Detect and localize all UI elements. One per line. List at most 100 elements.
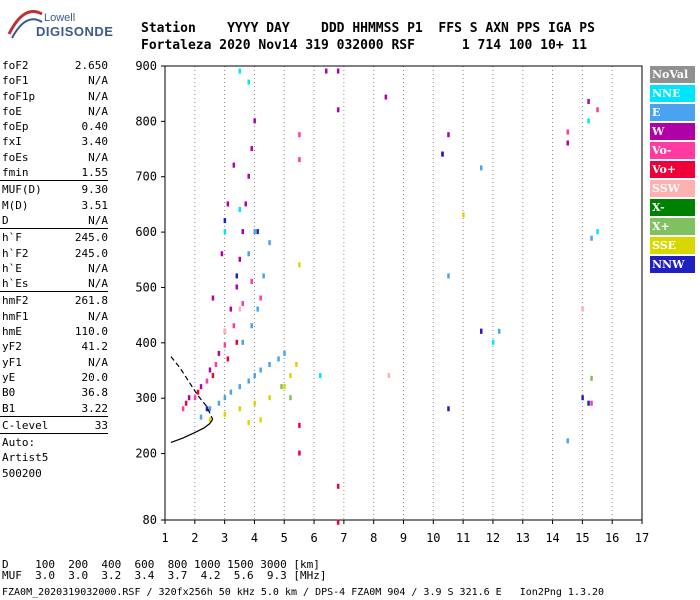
- echo-point: [235, 273, 239, 279]
- echo-point: [181, 406, 185, 412]
- echo-point: [462, 212, 465, 218]
- param-row: C-level 33: [0, 418, 112, 433]
- param-key: yF1: [2, 355, 22, 369]
- echo-point: [238, 68, 242, 74]
- param-row: h`Es N/A: [0, 276, 112, 291]
- header-labels: Station YYYY DAY DDD HHMMSS P1 FFS S AXN…: [141, 21, 595, 36]
- param-key: hmF1: [2, 309, 29, 323]
- echo-point: [232, 162, 236, 168]
- echo-point: [447, 406, 450, 412]
- echo-point: [596, 107, 599, 113]
- param-value: 3.22: [81, 401, 109, 415]
- echo-point: [253, 118, 256, 124]
- legend-item-w: W: [650, 123, 695, 140]
- echo-point: [205, 406, 209, 412]
- param-value: N/A: [88, 309, 108, 323]
- echo-point: [268, 361, 271, 367]
- echo-point: [184, 400, 188, 406]
- echo-point: [241, 301, 245, 307]
- echo-point: [196, 389, 200, 395]
- echo-point: [229, 389, 233, 395]
- muf-row: MUF 3.0 3.0 3.2 3.4 3.7 4.2 5.6 9.3 [MHz…: [2, 569, 327, 582]
- echo-point: [253, 400, 256, 406]
- echo-point: [259, 295, 262, 301]
- param-row: foF1p N/A: [0, 89, 112, 104]
- echo-point: [262, 273, 265, 279]
- param-value: 261.8: [74, 294, 108, 308]
- param-separator: [0, 291, 108, 293]
- param-separator: [0, 180, 108, 182]
- legend-item-x-: X+: [650, 218, 695, 235]
- logo-lowell-text: Lowell: [44, 12, 76, 24]
- y-tick-label: 300: [135, 391, 157, 405]
- x-tick-label: 8: [370, 531, 377, 545]
- param-value: 245.0: [74, 246, 108, 260]
- legend-item-ssw: SSW: [650, 180, 695, 197]
- param-row: fmin 1.55: [0, 165, 112, 180]
- x-tick-label: 9: [400, 531, 407, 545]
- echo-point: [566, 140, 569, 146]
- y-tick-label: 400: [135, 336, 157, 350]
- echo-point: [226, 201, 230, 207]
- echo-point: [298, 262, 301, 268]
- echo-point: [223, 395, 227, 401]
- param-value: N/A: [88, 150, 108, 164]
- echo-point: [319, 373, 322, 379]
- param-value: N/A: [88, 104, 108, 118]
- param-value: 0.40: [81, 120, 109, 134]
- param-value: 20.0: [81, 370, 109, 384]
- echo-point: [566, 129, 569, 135]
- echo-point: [268, 395, 271, 401]
- echo-point: [247, 173, 250, 179]
- distance-row: D 100 200 400 600 800 1000 1500 3000 [km…: [2, 558, 320, 571]
- echo-point: [298, 132, 301, 138]
- echo-point: [336, 483, 340, 489]
- x-tick-label: 5: [281, 531, 288, 545]
- param-key: foF1: [2, 74, 29, 88]
- param-row: foF1 N/A: [0, 73, 112, 88]
- param-row: hmF1 N/A: [0, 309, 112, 324]
- param-key: h`F2: [2, 246, 29, 260]
- x-tick-label: 4: [251, 531, 258, 545]
- x-tick-label: 15: [575, 531, 589, 545]
- echo-point: [441, 151, 444, 157]
- echo-point: [298, 450, 301, 456]
- echo-point: [590, 400, 593, 406]
- x-tick-label: 2: [191, 531, 198, 545]
- param-row: h`F 245.0: [0, 230, 112, 245]
- param-row: h`E N/A: [0, 261, 112, 276]
- echo-point: [223, 218, 227, 224]
- echo-point: [491, 339, 495, 345]
- x-tick-label: 6: [310, 531, 317, 545]
- echo-point: [253, 373, 256, 379]
- echo-point: [280, 384, 283, 390]
- param-row: Artist5: [0, 450, 112, 465]
- file-info-footer: FZA0M_2020319032000.RSF / 320fx256h 50 k…: [2, 587, 605, 598]
- param-row: B0 36.8: [0, 385, 112, 400]
- echo-point: [324, 68, 328, 74]
- virtual-height-curve: [170, 356, 214, 420]
- legend-item-vo-: Vo+: [650, 161, 695, 178]
- echo-point: [256, 229, 259, 235]
- echo-point: [590, 375, 593, 381]
- echo-point: [193, 395, 197, 401]
- echo-point: [238, 256, 242, 262]
- param-separator: [0, 433, 108, 435]
- echo-point: [447, 132, 450, 138]
- echo-point: [336, 519, 340, 525]
- param-row: MUF(D) 9.30: [0, 182, 112, 197]
- echo-point: [295, 361, 298, 367]
- param-value: N/A: [88, 213, 108, 227]
- plot-frame: [164, 65, 643, 521]
- param-value: 1.55: [81, 166, 109, 180]
- echo-point: [289, 373, 292, 379]
- y-tick-label: 80: [143, 513, 157, 527]
- param-row: yF2 41.2: [0, 339, 112, 354]
- echo-point: [387, 373, 391, 379]
- digisonde-logo: Lowell DIGISONDE: [4, 4, 124, 44]
- param-row: hmE 110.0: [0, 324, 112, 339]
- legend-item-e: E: [650, 104, 695, 121]
- legend-item-nnw: NNW: [650, 256, 695, 273]
- echo-point: [277, 356, 280, 362]
- param-row: foEp 0.40: [0, 119, 112, 134]
